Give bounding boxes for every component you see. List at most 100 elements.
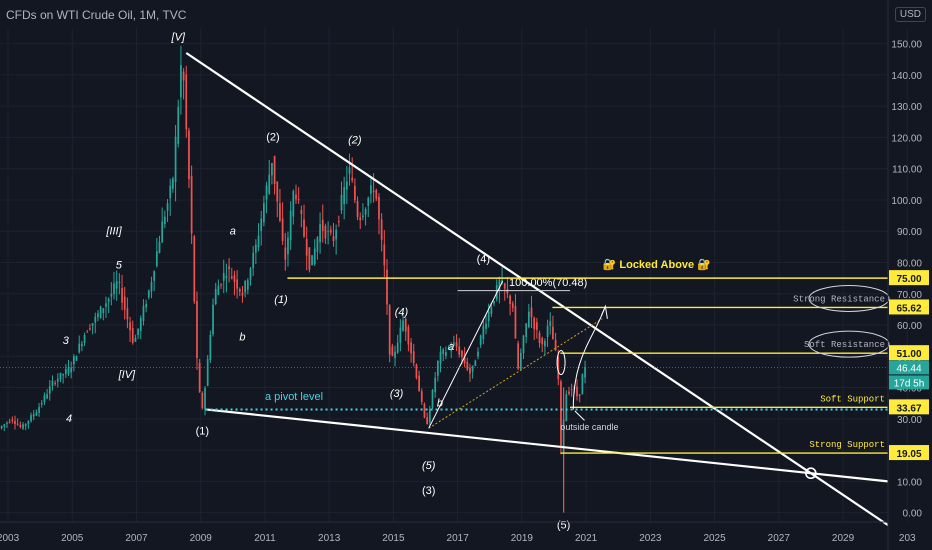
candle-body [292,191,295,217]
candle [321,204,324,243]
candle-body [466,361,469,370]
candle-body [230,276,233,279]
candle [46,388,48,400]
candle [206,355,209,387]
candle-body [453,342,455,345]
candle [67,359,70,377]
candle [118,273,121,295]
candle [311,255,313,266]
candle [201,391,204,410]
candle-body [67,367,70,374]
candle [552,315,554,340]
candle-body [271,162,273,176]
candle [485,314,487,335]
candle [345,165,348,204]
candle-body [206,359,209,386]
y-tick-label: 70.00 [897,290,922,301]
candle-body [30,415,32,422]
candle [188,127,190,189]
candle [450,342,453,359]
currency-button[interactable]: USD [894,7,926,22]
x-tick-label: 2003 [0,533,20,544]
candle-body [305,239,308,256]
candle-body [56,378,59,382]
candle [525,323,528,344]
y-tick-label: 90.00 [897,227,922,238]
candle [260,210,263,246]
candle-body [268,174,271,194]
candle-body [463,354,466,364]
candle-body [16,423,19,425]
candle-body [396,342,399,353]
candle [332,222,335,247]
candle [436,360,439,382]
candle-body [166,203,169,211]
candle-body [538,333,541,344]
candle-body [137,328,139,335]
candle-body [263,203,265,223]
candle [161,207,164,243]
candle-body [131,328,134,343]
candle-body [311,255,313,266]
strong-support-note: Strong Support [809,440,885,450]
candle [193,234,196,304]
wave-label: 3 [63,335,70,347]
candle-body [565,394,568,422]
wave-label: a [448,341,454,353]
candle-body [324,225,327,239]
candle [554,332,557,352]
candle [236,270,238,299]
candle-body [222,273,225,281]
candle [62,373,65,384]
candle-body [43,395,46,403]
chart-title: CFDs on WTI Crude Oil, 1M, TVC [6,8,187,22]
candle [549,312,552,335]
candle-body [193,236,196,302]
candle-body [190,176,193,234]
candle-body [252,252,255,269]
candle-body [86,331,89,333]
candle-body [105,303,107,307]
candle [19,421,22,429]
candle [64,364,67,378]
candle [284,232,287,271]
candle-body [295,194,297,200]
candle [565,390,568,422]
candle [230,267,233,280]
candle [498,276,501,304]
candle [503,282,506,301]
candle-body [99,306,102,318]
candle [81,340,83,352]
candle [439,346,442,373]
candle [94,312,97,334]
candle-body [110,293,113,297]
candle-body [35,412,38,416]
candle-body [142,306,145,321]
candle-body [482,326,485,340]
candle-body [415,364,418,378]
candle [445,346,447,360]
candle-body [32,414,35,417]
candle [570,383,573,397]
candle-body [469,367,471,374]
candle-body [535,322,538,330]
candle-body [485,323,487,329]
candle-body [487,311,490,322]
candle-body [410,342,412,354]
wave-label: (3) [390,388,404,400]
candle [541,336,544,353]
candle [533,316,536,341]
candle [273,155,276,195]
candle [48,380,51,401]
candle [271,162,273,185]
candle-body [204,388,206,410]
countdown-label: 17d 5h [894,378,925,389]
candle [514,294,517,339]
candle-body [511,303,514,308]
candle-body [461,350,463,358]
candle-body [442,349,445,354]
candle [14,415,16,430]
candle-body [78,343,81,353]
candle-body [284,247,287,260]
